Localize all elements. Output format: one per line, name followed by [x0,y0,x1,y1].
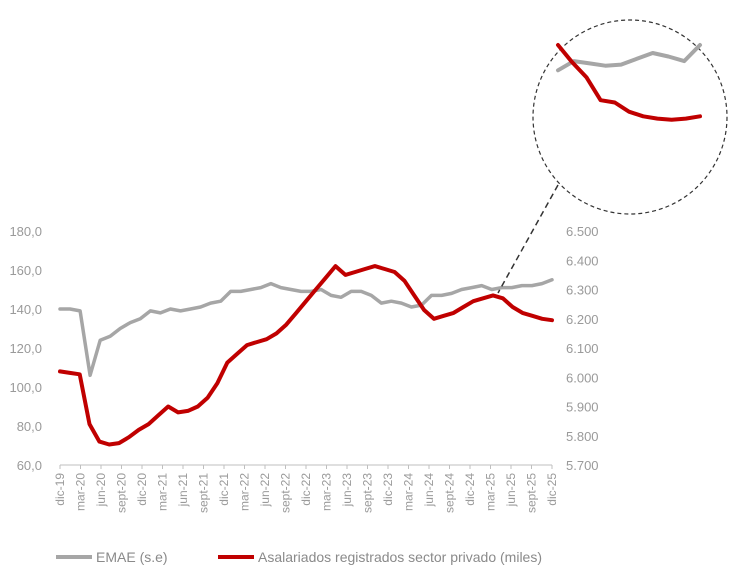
x-tick-label: jun-21 [176,473,190,508]
y-right-tick-label: 6.400 [566,253,599,268]
x-tick-label: sept-21 [197,473,211,513]
series-line-emae [58,278,554,378]
x-tick-label: dic-23 [381,473,395,506]
x-tick-label: mar-23 [320,473,334,511]
x-tick-label: sept-23 [361,473,375,513]
y-right-tick-label: 5.800 [566,429,599,444]
x-tick-label: mar-25 [484,473,498,511]
y-right-tick-label: 6.000 [566,370,599,385]
x-tick-label: mar-20 [74,473,88,511]
x-tick-label: jun-23 [340,473,354,508]
y-left-tick-label: 180,0 [9,224,42,239]
series-layer [58,264,554,447]
y-right-tick-label: 6.200 [566,312,599,327]
x-tick-label: dic-20 [135,473,149,506]
y-right-tick-label: 6.300 [566,283,599,298]
x-tick-label: jun-22 [258,473,272,508]
x-tick-label: dic-19 [53,473,67,506]
y-left-axis: 180,0 160,0 140,0 120,0 100,0 80,0 60,0 [9,224,42,473]
legend-label-emae: EMAE (s.e) [96,549,168,565]
y-left-tick-label: 160,0 [9,263,42,278]
x-tick-label: mar-21 [156,473,170,511]
x-tick-label: dic-22 [299,473,313,506]
zoom-line-asalariados [556,43,702,122]
zoom-connector [497,184,559,294]
x-tick-label: sept-22 [279,473,293,513]
x-tick-label: sept-20 [115,473,129,513]
x-tick-label: dic-24 [463,473,477,506]
y-left-tick-label: 80,0 [17,419,42,434]
x-tick-label: jun-20 [94,473,108,508]
zoom-line-emae [556,43,702,73]
y-left-tick-label: 60,0 [17,458,42,473]
legend: EMAE (s.e) Asalariados registrados secto… [56,549,542,565]
y-right-tick-label: 5.700 [566,458,599,473]
zoom-inset [497,19,728,294]
y-right-tick-label: 6.100 [566,341,599,356]
y-right-tick-label: 5.900 [566,400,599,415]
zoom-circle [532,19,728,215]
legend-label-asalariados: Asalariados registrados sector privado (… [258,549,542,565]
y-right-tick-label: 6.500 [566,224,599,239]
y-left-tick-label: 100,0 [9,380,42,395]
x-tick-label: sept-25 [525,473,539,513]
x-tick-label: mar-24 [402,473,416,511]
x-tick-label: dic-21 [217,473,231,506]
x-tick-label: jun-24 [422,473,436,508]
y-left-tick-label: 120,0 [9,341,42,356]
y-right-axis: 6.500 6.400 6.300 6.200 6.100 6.000 5.900 5.800… [566,224,599,473]
series-line-asalariados [58,264,554,447]
x-tick-label: jun-25 [504,473,518,508]
x-tick-label: dic-25 [545,473,559,506]
y-left-tick-label: 140,0 [9,302,42,317]
x-tick-label: sept-24 [443,473,457,513]
x-axis: dic-19 mar-20 jun-20 sept-20 dic-20 mar-21 jun… [53,464,559,513]
x-tick-label: mar-22 [238,473,252,511]
